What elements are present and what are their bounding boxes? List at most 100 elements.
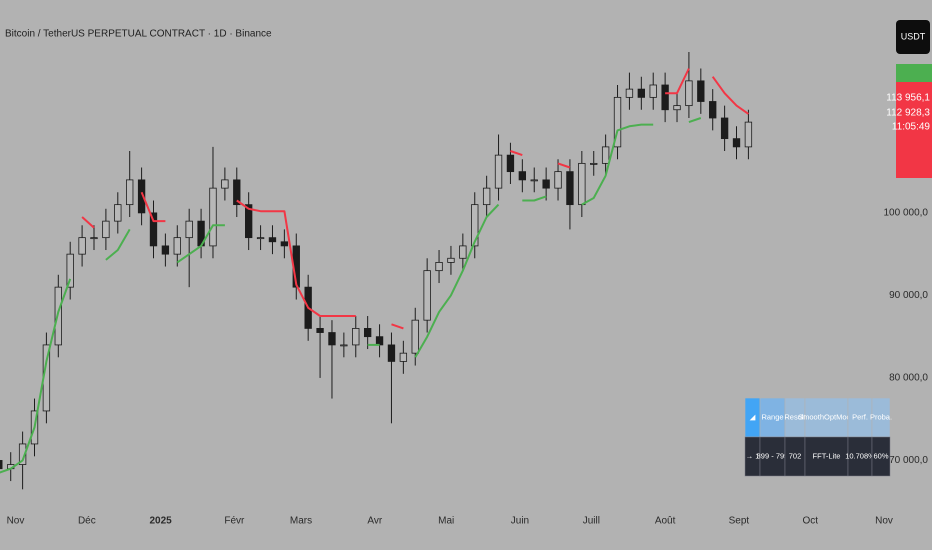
table-cell [759, 436, 786, 477]
trail-line [105, 228, 131, 261]
candle-body [363, 328, 372, 338]
candle-body [506, 154, 515, 173]
candle-body [375, 336, 384, 346]
candle-body [78, 237, 86, 255]
axes: 100 000,0 90 000,0 80 000,0 70 000,0 Nov Déc 2… [7, 92, 931, 526]
trail-line [711, 76, 749, 115]
trail-line [236, 199, 356, 317]
x-tick-label: Sept [729, 516, 750, 527]
trail-line [140, 191, 166, 223]
candle-body [256, 237, 265, 240]
candle-body [709, 101, 717, 119]
x-tick-label: Juill [583, 516, 600, 527]
table-cell-text: 399 - 799 [757, 451, 789, 460]
currency-button[interactable] [896, 20, 930, 54]
x-tick-label: Oct [802, 516, 818, 527]
candle-body [90, 237, 98, 240]
table-header-text: Range [761, 412, 783, 421]
candle-body [554, 171, 562, 189]
trail-line [665, 68, 690, 95]
candle-body [649, 84, 657, 98]
x-tick-label: Juin [511, 516, 529, 527]
candle-body [399, 352, 408, 362]
x-tick-label: Nov [7, 516, 25, 527]
candle-body [423, 270, 431, 321]
table-cell-text: 60% [873, 451, 888, 460]
candle-body [328, 332, 336, 346]
candle-body [578, 162, 586, 206]
table-cell [871, 436, 891, 477]
candle-body [720, 117, 729, 140]
candle-body [482, 187, 491, 206]
candle-body [245, 204, 253, 239]
candle-body [471, 204, 479, 247]
x-tick-label: Mai [438, 516, 454, 527]
candle-body [126, 179, 134, 206]
last-price-label: 112 928,3 [886, 107, 930, 118]
trail-line [176, 224, 225, 264]
chart-title: Bitcoin / TetherUS PERPETUAL CONTRACT · … [5, 29, 272, 40]
last-price-label: 113 956,1 [886, 92, 930, 103]
candle-body [530, 179, 538, 182]
candle-body [566, 171, 574, 206]
table-cell [847, 436, 873, 477]
price-badge-green [896, 64, 932, 82]
candle-body [435, 262, 443, 272]
candle-body [732, 138, 741, 148]
trail-line [81, 216, 95, 229]
candle-body [173, 237, 181, 255]
table-cell-text: → 1 [746, 451, 760, 460]
trail-line [557, 162, 571, 169]
x-tick-label: Févr [224, 516, 245, 527]
table-header-text: SmoothOptMode [798, 412, 855, 421]
candle-body [185, 220, 193, 239]
candle-body [161, 245, 170, 255]
table-header-text: Result [784, 412, 806, 421]
table-header-text: Perf. [852, 412, 868, 421]
candle-body [613, 96, 622, 148]
trail-line [0, 278, 72, 474]
candle-body [114, 204, 122, 222]
y-tick-label: 80 000,0 [889, 373, 928, 384]
x-tick-label: Déc [78, 516, 96, 527]
candle-body [625, 88, 634, 98]
currency-label: USDT [901, 31, 926, 41]
candle-body [447, 257, 455, 263]
candle-body [280, 241, 289, 247]
candle-body [661, 84, 669, 111]
x-tick-label: Mars [290, 516, 312, 527]
table-cell-text: FFT-Lite [813, 451, 841, 460]
y-tick-label: 100 000,0 [884, 208, 929, 219]
plot-area [0, 51, 753, 490]
y-tick-label: 70 000,0 [889, 455, 928, 466]
trail-line [522, 195, 547, 202]
candle-body [637, 88, 645, 98]
table-header-cell [847, 397, 873, 438]
candle-body [221, 179, 229, 189]
x-tick-label: 2025 [150, 516, 173, 527]
candle-body [0, 460, 3, 470]
candle-body [411, 319, 419, 354]
candle-body [685, 80, 693, 107]
candle-body [209, 187, 217, 247]
y-tick-label: 90 000,0 [889, 290, 928, 301]
x-tick-label: Nov [875, 516, 893, 527]
candle-body [590, 162, 598, 165]
candle-body [494, 154, 503, 189]
table-cell-text: 10.708% [845, 451, 875, 460]
table-cell-text: 702 [789, 451, 802, 460]
table-cell [804, 436, 849, 477]
candle-body [268, 237, 277, 243]
candle-body [387, 344, 396, 362]
candle-body [102, 220, 110, 239]
trail-line [414, 203, 500, 358]
candle-body [137, 179, 146, 214]
candle-body [697, 80, 705, 102]
candle-body [352, 328, 360, 346]
countdown: 11:05:49 [892, 121, 931, 132]
candle-body [744, 121, 753, 148]
candle-body [542, 179, 550, 189]
candle-body [66, 253, 74, 288]
